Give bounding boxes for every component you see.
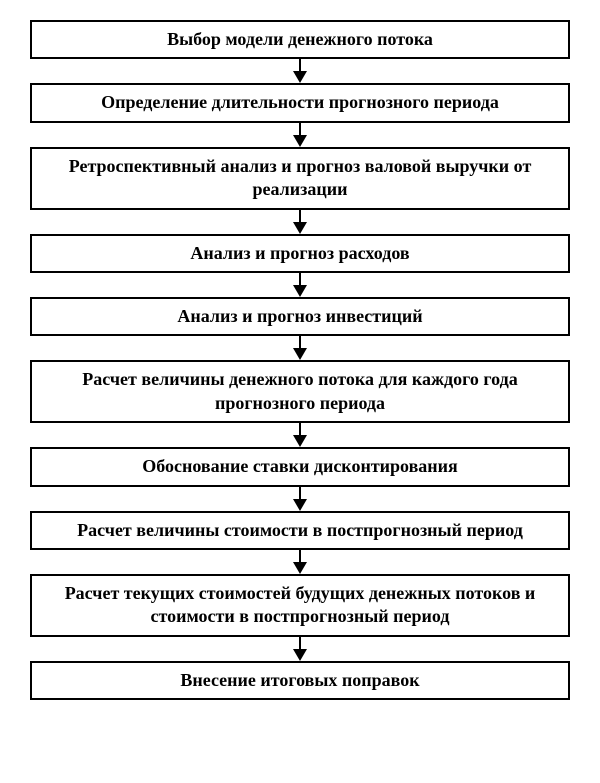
flow-node: Расчет текущих стоимостей будущих денежн… xyxy=(30,574,570,637)
arrow-down-icon xyxy=(293,273,307,297)
arrow-down-icon xyxy=(293,637,307,661)
arrow-down-icon xyxy=(293,210,307,234)
flow-node: Ретроспективный анализ и прогноз валовой… xyxy=(30,147,570,210)
flow-node: Внесение итоговых поправок xyxy=(30,661,570,700)
flow-node: Анализ и прогноз расходов xyxy=(30,234,570,273)
arrow-down-icon xyxy=(293,423,307,447)
arrow-down-icon xyxy=(293,487,307,511)
flow-node: Обоснование ставки дисконтирования xyxy=(30,447,570,486)
arrow-down-icon xyxy=(293,550,307,574)
flow-node: Расчет величины стоимости в постпрогнозн… xyxy=(30,511,570,550)
arrow-down-icon xyxy=(293,59,307,83)
arrow-down-icon xyxy=(293,336,307,360)
flowchart-container: Выбор модели денежного потока Определени… xyxy=(30,20,570,700)
flow-node: Определение длительности прогнозного пер… xyxy=(30,83,570,122)
flow-node: Расчет величины денежного потока для каж… xyxy=(30,360,570,423)
arrow-down-icon xyxy=(293,123,307,147)
flow-node: Анализ и прогноз инвестиций xyxy=(30,297,570,336)
flow-node: Выбор модели денежного потока xyxy=(30,20,570,59)
